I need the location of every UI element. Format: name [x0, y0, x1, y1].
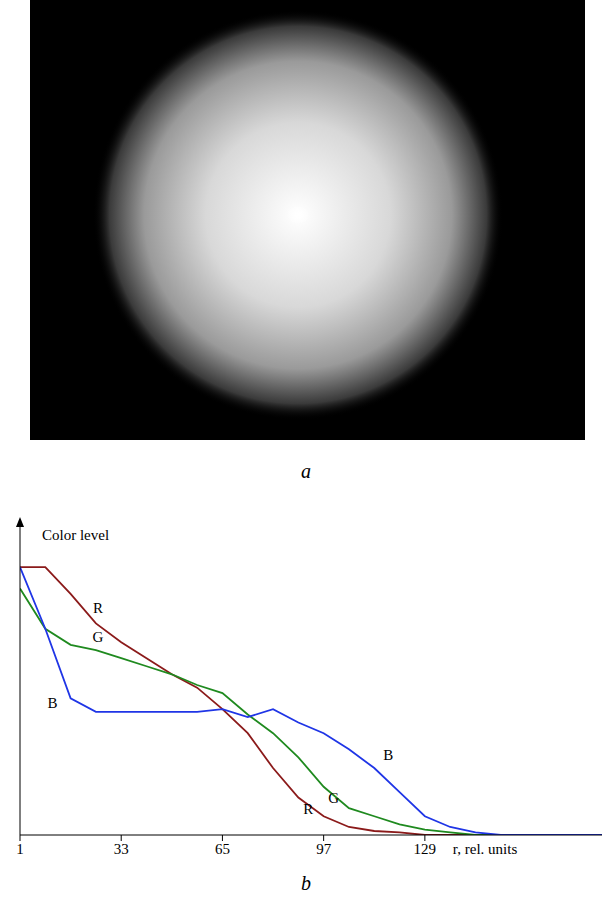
svg-text:97: 97: [316, 841, 332, 857]
svg-text:G: G: [328, 790, 339, 806]
svg-text:B: B: [48, 695, 58, 711]
html-text:r, rel. units: r, rel. units: [452, 841, 518, 857]
svg-text:R: R: [93, 600, 103, 616]
svg-text:1: 1: [16, 841, 24, 857]
svg-text:129: 129: [414, 841, 437, 857]
svg-text:R: R: [303, 801, 313, 817]
svg-text:33: 33: [114, 841, 129, 857]
svg-text:B: B: [383, 747, 393, 763]
svg-text:G: G: [92, 629, 103, 645]
svg-text:a: a: [301, 460, 311, 482]
html-text:Color level: Color level: [42, 527, 110, 543]
html-text:b: b: [301, 872, 311, 894]
svg-text:65: 65: [215, 841, 230, 857]
